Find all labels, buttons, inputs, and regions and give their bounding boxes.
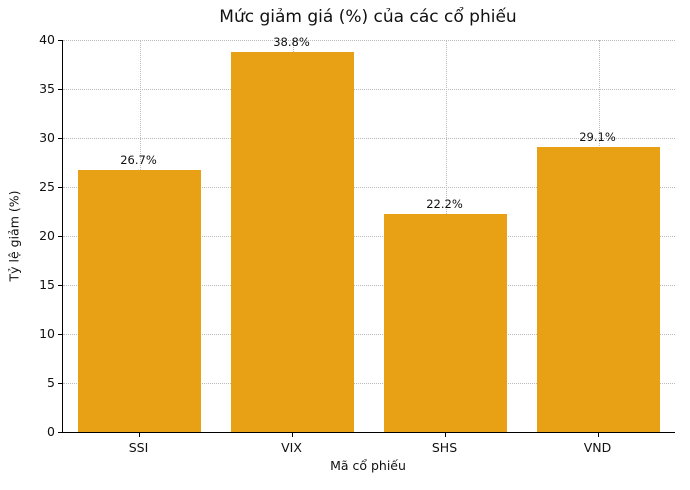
x-tick-label: VND [583,440,612,455]
y-tick-mark [58,89,62,90]
y-tick-mark [58,236,62,237]
y-gridline [63,187,675,188]
y-tick-mark [58,432,62,433]
y-tick-label: 15 [39,277,55,292]
x-tick-label: SSI [128,440,149,455]
bar-value-label: 26.7% [120,153,157,168]
x-tick-mark [444,433,446,437]
y-tick-mark [58,285,62,286]
x-axis-label: Mã cổ phiếu [330,458,406,473]
y-tick-label: 35 [39,81,55,96]
x-tick-mark [138,433,140,437]
y-tick-mark [58,40,62,41]
y-tick-mark [58,334,62,335]
x-tick-label: VIX [281,440,302,455]
bar-value-label: 22.2% [426,197,463,212]
y-tick-label: 30 [39,130,55,145]
y-tick-label: 20 [39,228,55,243]
y-tick-label: 10 [39,326,55,341]
y-tick-label: 0 [47,424,55,439]
x-tick-mark [291,433,293,437]
plot-area [62,40,675,433]
chart-title: Mức giảm giá (%) của các cổ phiếu [219,7,517,27]
y-gridline [63,236,675,237]
y-tick-mark [58,138,62,139]
bar-ssi [78,170,201,432]
x-tick-mark [597,433,599,437]
bar-vnd [537,146,660,432]
y-gridline [63,334,675,335]
bar-value-label: 29.1% [579,129,616,144]
bar-vix [231,51,354,432]
y-gridline [63,89,675,90]
bar-value-label: 38.8% [273,34,310,49]
y-tick-label: 40 [39,32,55,47]
y-tick-label: 25 [39,179,55,194]
bar-shs [384,214,507,432]
y-tick-mark [58,187,62,188]
y-gridline [63,138,675,139]
x-tick-label: SHS [431,440,458,455]
y-tick-label: 5 [47,375,55,390]
y-gridline [63,40,675,41]
y-tick-mark [58,383,62,384]
y-gridline [63,383,675,384]
y-gridline [63,285,675,286]
